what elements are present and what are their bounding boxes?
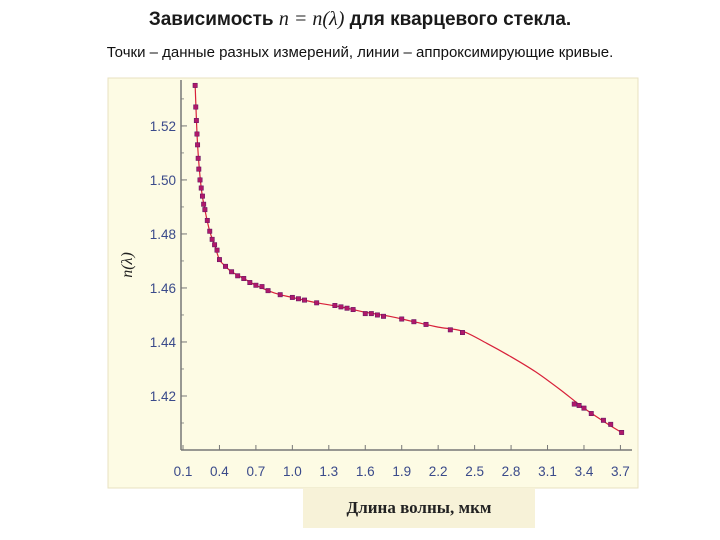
data-point [212, 242, 218, 248]
data-point [223, 263, 228, 269]
data-point [332, 303, 338, 308]
data-point [201, 201, 207, 207]
data-point [259, 284, 265, 290]
data-point [302, 297, 307, 303]
data-point [600, 417, 606, 423]
plot-background [107, 77, 639, 489]
data-point [229, 269, 235, 275]
data-point [195, 142, 201, 148]
x-tick-label: 2.5 [465, 464, 484, 479]
y-tick-label: 1.48 [150, 227, 176, 242]
data-point [399, 316, 405, 322]
data-point [588, 411, 594, 416]
data-point [619, 429, 625, 435]
x-tick-label: 0.1 [174, 464, 193, 479]
data-point [447, 327, 453, 333]
data-points [192, 82, 625, 435]
data-point [381, 313, 386, 319]
data-point [192, 82, 198, 88]
data-point [209, 236, 215, 242]
y-tick-label: 1.50 [150, 173, 176, 188]
data-point [199, 193, 205, 199]
y-axis-label: n(λ) [119, 252, 136, 278]
data-point [196, 166, 202, 172]
data-point [571, 401, 577, 407]
axes [180, 80, 632, 451]
x-tick-label: 3.7 [611, 464, 630, 479]
data-point [194, 131, 200, 137]
x-tick-label: 3.1 [538, 464, 557, 479]
slide-title: Зависимость n = n(λ) для кварцевого стек… [0, 8, 720, 31]
y-tick-label: 1.52 [150, 119, 176, 134]
data-point [581, 405, 587, 411]
data-point [350, 307, 356, 313]
data-point [195, 155, 201, 161]
data-point [411, 319, 417, 325]
data-point [193, 118, 199, 123]
x-tick-label: 0.4 [210, 464, 229, 479]
data-point [368, 311, 374, 317]
data-point [202, 207, 208, 213]
x-tick-label: 0.7 [247, 464, 266, 479]
data-point [214, 247, 220, 253]
y-tick-label: 1.46 [150, 281, 176, 296]
data-point [374, 312, 380, 318]
data-point [193, 104, 199, 110]
x-tick-label: 1.6 [356, 464, 375, 479]
data-point [344, 305, 350, 311]
y-tick-label: 1.44 [150, 335, 177, 350]
x-tick-label: 1.0 [283, 464, 302, 479]
data-point [241, 276, 247, 281]
data-point [362, 311, 368, 317]
data-point [217, 257, 222, 263]
data-point [207, 228, 213, 234]
xlabel-background [303, 488, 535, 528]
data-point [235, 273, 241, 279]
axis-labels: 0.1 0.4 0.7 1.0 1.3 1.6 1.9 2.2 2.5 2.8 3.1 3.4 3.7 1… [119, 119, 630, 517]
data-point [198, 185, 204, 191]
data-point [423, 321, 429, 327]
title-formula: n = n(λ) [278, 8, 345, 30]
y-tick-label: 1.42 [150, 389, 176, 404]
x-tick-label: 3.4 [575, 464, 594, 479]
data-point [314, 300, 320, 306]
data-point [576, 402, 582, 408]
data-point [197, 177, 203, 183]
x-axis-label: Длина волны, мкм [347, 498, 492, 517]
x-tick-label: 2.8 [502, 464, 521, 479]
data-point [247, 280, 253, 286]
data-point [265, 288, 271, 294]
data-point [608, 421, 614, 427]
x-tick-label: 2.2 [429, 464, 448, 479]
title-suffix: для кварцевого стекла. [344, 9, 572, 30]
data-point [460, 330, 465, 335]
x-tick-label: 1.9 [392, 464, 411, 479]
title-prefix: Зависимость [148, 9, 279, 30]
data-point [289, 294, 295, 300]
data-point [338, 304, 344, 310]
data-point [277, 292, 283, 298]
data-point [204, 217, 210, 223]
data-point [253, 282, 259, 288]
data-point [295, 296, 301, 302]
x-tick-label: 1.3 [319, 464, 338, 479]
slide-subtitle: Точки – данные разных измерений, линии –… [106, 44, 614, 61]
